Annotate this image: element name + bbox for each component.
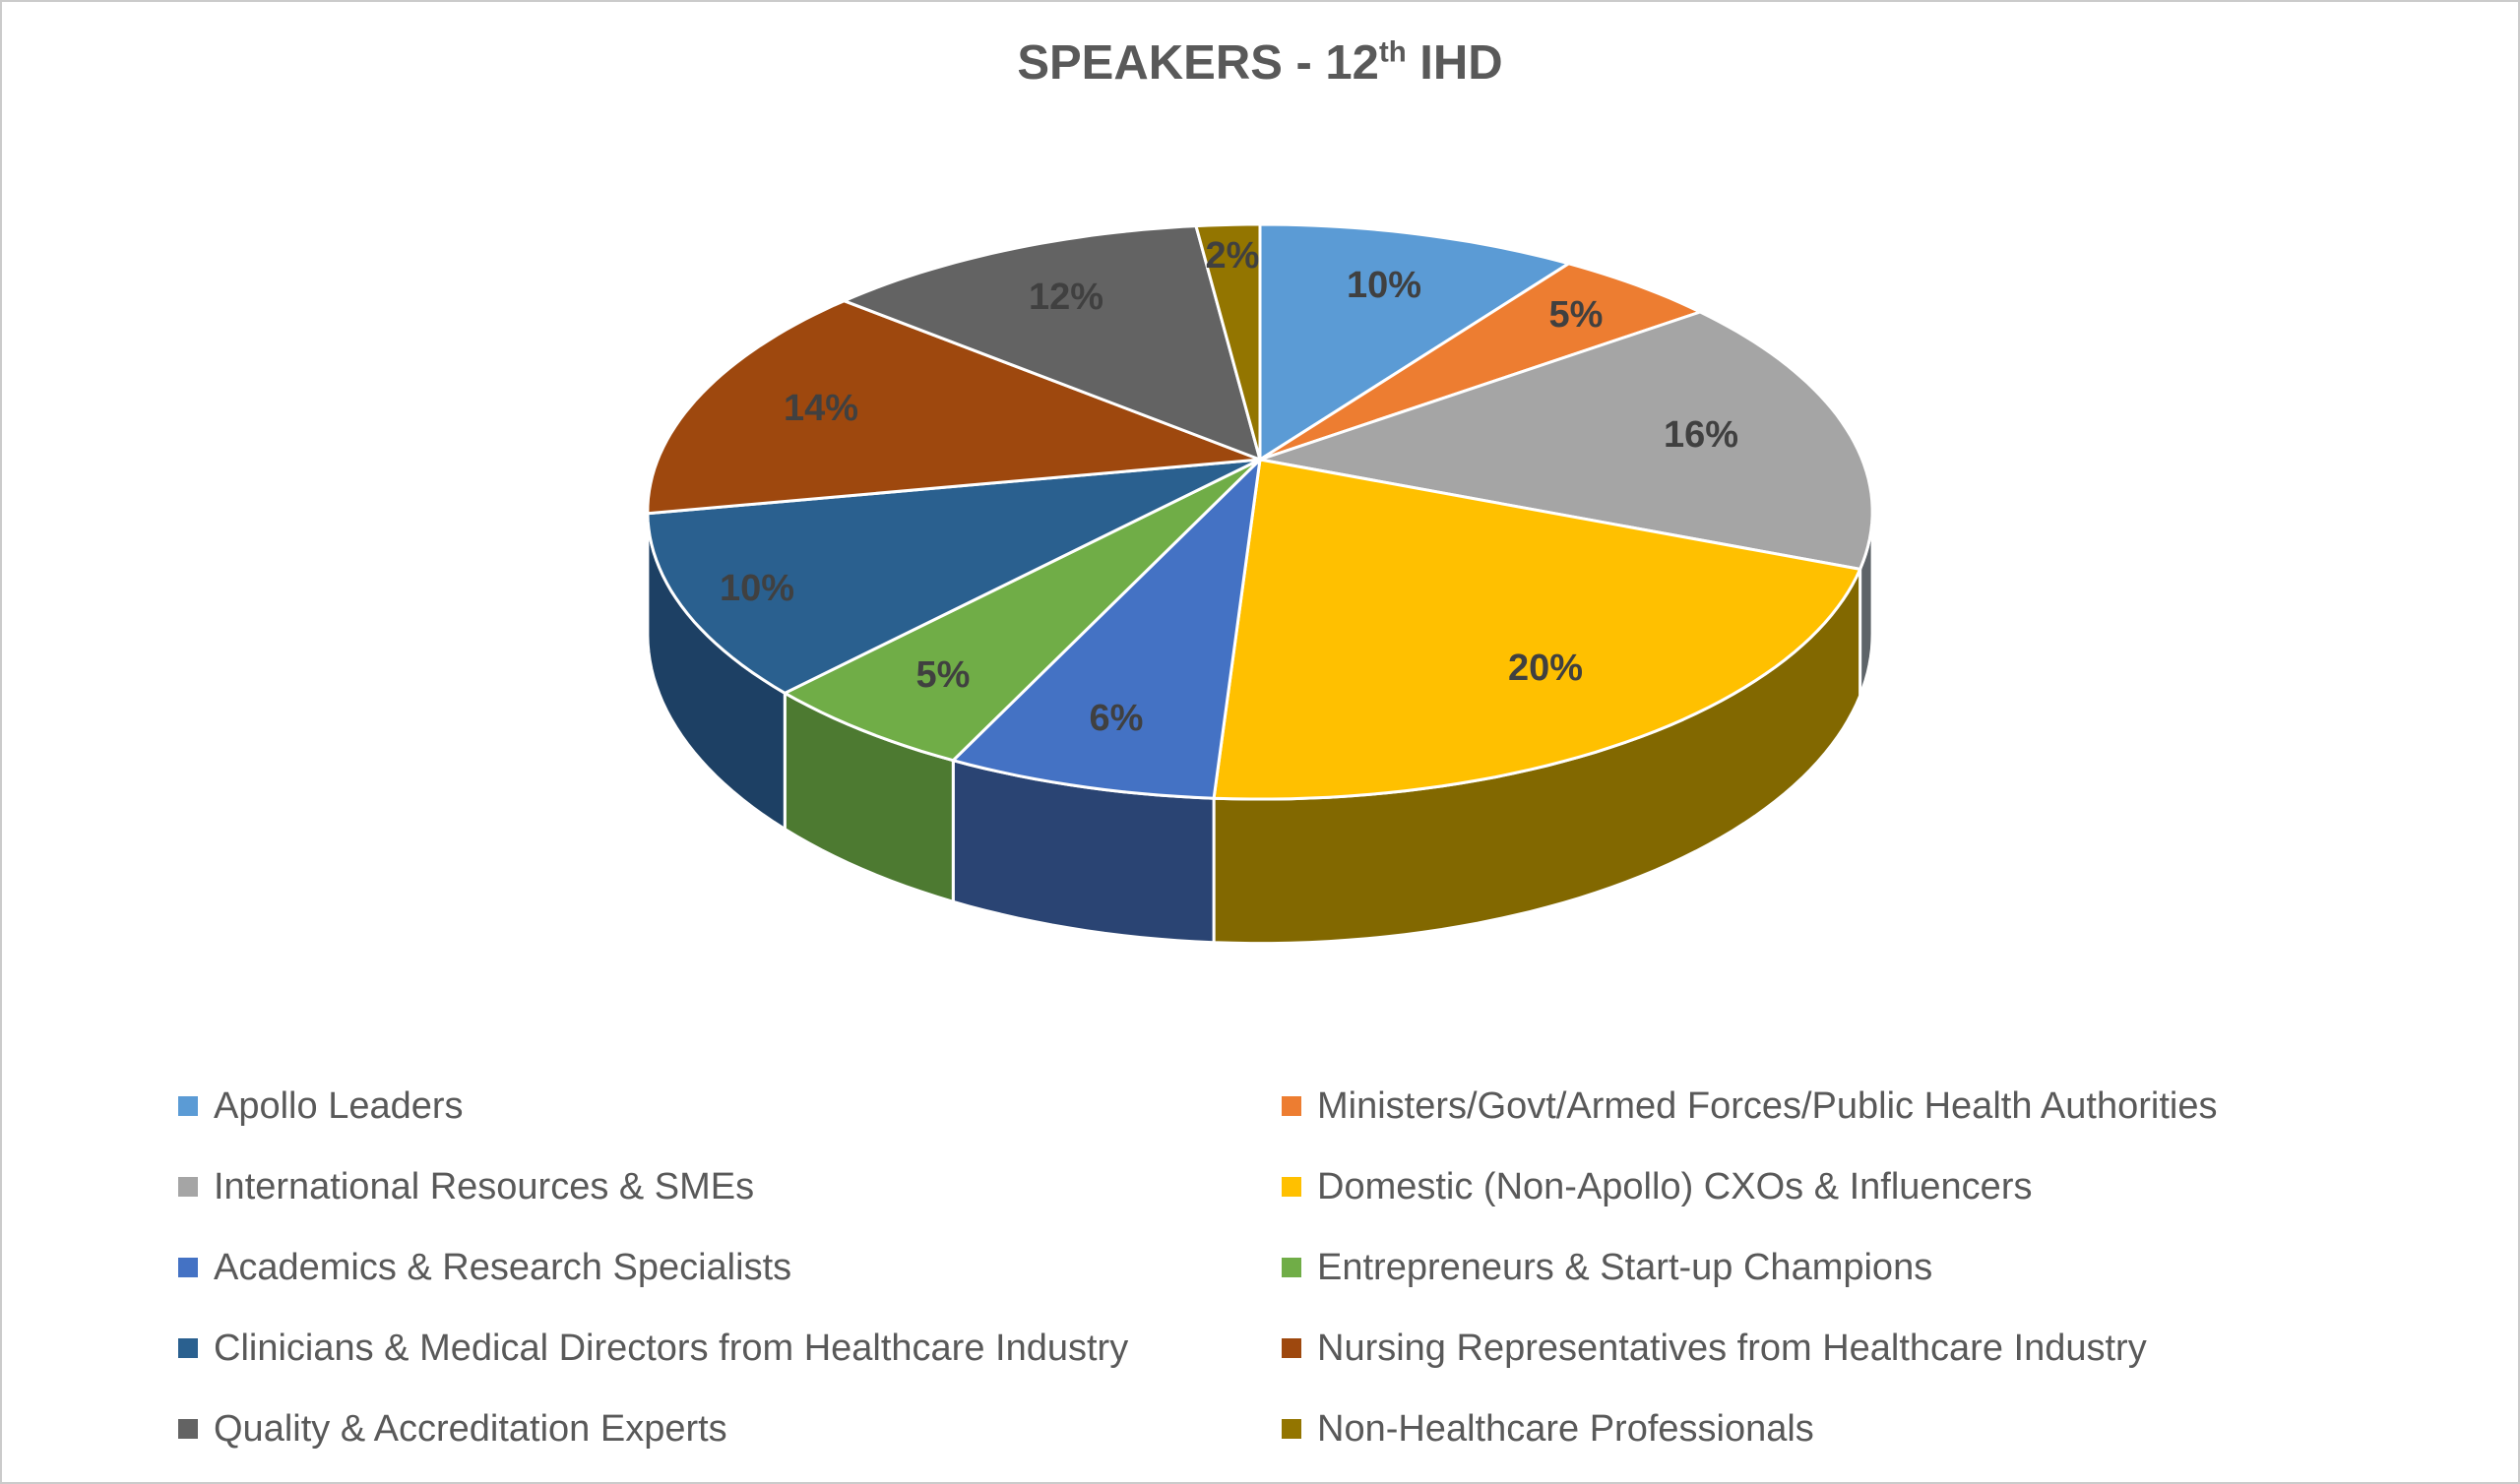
pie-percent-label-ministers-govt-armed-forces-public-healt: 5% (1549, 294, 1604, 336)
legend-item-non-healthcare-professionals: Non-Healthcare Professionals (1282, 1408, 2217, 1451)
pie-percent-label-domestic-non-apollo-cxos-influencers: 20% (1508, 648, 1583, 689)
legend-marker-academics-research-specialists (178, 1258, 198, 1277)
chart-title-prefix: SPEAKERS - 12 (1017, 36, 1379, 90)
pie-percent-label-quality-accreditation-experts: 12% (1029, 277, 1103, 318)
chart-title: SPEAKERS - 12th IHD (2, 35, 2518, 91)
legend-item-apollo-leaders: Apollo Leaders (178, 1085, 1282, 1128)
legend-marker-clinicians-medical-directors-from-health (178, 1338, 198, 1358)
legend-marker-quality-accreditation-experts (178, 1419, 198, 1439)
legend-item-entrepreneurs-start-up-champions: Entrepreneurs & Start-up Champions (1282, 1247, 2217, 1289)
pie-slice-ministers-govt-armed-forces-public-healt (1258, 262, 1702, 462)
legend-label: Ministers/Govt/Armed Forces/Public Healt… (1317, 1084, 2218, 1127)
legend-marker-apollo-leaders (178, 1096, 198, 1116)
pie-slice-entrepreneurs-start-up-champions (783, 458, 1262, 763)
pie-labels-group: 10% 5% 16% 20% 6% 5% 10% 14% 12% 2% (720, 235, 1738, 739)
legend-label: International Resources & SMEs (214, 1165, 755, 1207)
legend-item-academics-research-specialists: Academics & Research Specialists (178, 1247, 1282, 1289)
legend-marker-international-resources-smes (178, 1177, 198, 1197)
legend-marker-non-healthcare-professionals (1282, 1419, 1301, 1439)
legend-label: Apollo Leaders (214, 1084, 464, 1127)
legend-item-ministers-govt-armed-forces-public-healt: Ministers/Govt/Armed Forces/Public Healt… (1282, 1085, 2217, 1128)
pie-slice-nursing-representatives-from-healthcare- (646, 299, 1262, 516)
pie-percent-label-nursing-representatives-from-healthcare-: 14% (784, 388, 858, 429)
chart-legend: Apollo Leaders Ministers/Govt/Armed Force… (178, 1066, 2217, 1469)
legend-label: Entrepreneurs & Start-up Champions (1317, 1246, 1933, 1288)
pie-slice-non-healthcare-professionals (1194, 222, 1262, 462)
pie-slice-academics-research-specialists (951, 458, 1262, 800)
legend-label: Academics & Research Specialists (214, 1246, 792, 1288)
pie-slice-quality-accreditation-experts (843, 224, 1262, 462)
pie-slice-domestic-non-apollo-cxos-influencers (1212, 458, 1862, 801)
legend-item-domestic-non-apollo-cxos-influencers: Domestic (Non-Apollo) CXOs & Influencers (1282, 1166, 2217, 1208)
chart-title-suffix: IHD (1406, 36, 1503, 90)
legend-marker-entrepreneurs-start-up-champions (1282, 1258, 1301, 1277)
legend-item-nursing-representatives-from-healthcare-: Nursing Representatives from Healthcare … (1282, 1328, 2217, 1370)
legend-item-international-resources-smes: International Resources & SMEs (178, 1166, 1282, 1208)
pie-percent-label-non-healthcare-professionals: 2% (1206, 235, 1260, 277)
pie-slice-international-resources-smes (1258, 310, 1874, 571)
legend-label: Clinicians & Medical Directors from Heal… (214, 1327, 1129, 1369)
legend-label: Nursing Representatives from Healthcare … (1317, 1327, 2147, 1369)
pie-tops-group (646, 222, 1874, 801)
legend-marker-domestic-non-apollo-cxos-influencers (1282, 1177, 1301, 1197)
pie-percent-label-international-resources-smes: 16% (1664, 414, 1738, 456)
pie-percent-label-entrepreneurs-start-up-champions: 5% (916, 654, 971, 696)
legend-marker-ministers-govt-armed-forces-public-healt (1282, 1096, 1301, 1116)
legend-label: Non-Healthcare Professionals (1317, 1407, 1814, 1450)
pie-slice-clinicians-medical-directors-from-health (646, 458, 1262, 695)
pie-sides-group (646, 510, 1874, 946)
legend-label: Quality & Accreditation Experts (214, 1407, 727, 1450)
pie-slice-apollo-leaders (1258, 222, 1571, 462)
pie-percent-label-academics-research-specialists: 6% (1090, 698, 1144, 739)
legend-label: Domestic (Non-Apollo) CXOs & Influencers (1317, 1165, 2033, 1207)
legend-marker-nursing-representatives-from-healthcare- (1282, 1338, 1301, 1358)
chart-title-superscript: th (1378, 35, 1407, 69)
pie-percent-label-clinicians-medical-directors-from-health: 10% (720, 568, 794, 609)
legend-item-clinicians-medical-directors-from-health: Clinicians & Medical Directors from Heal… (178, 1328, 1282, 1370)
pie-percent-label-apollo-leaders: 10% (1347, 265, 1421, 306)
legend-item-quality-accreditation-experts: Quality & Accreditation Experts (178, 1408, 1282, 1451)
